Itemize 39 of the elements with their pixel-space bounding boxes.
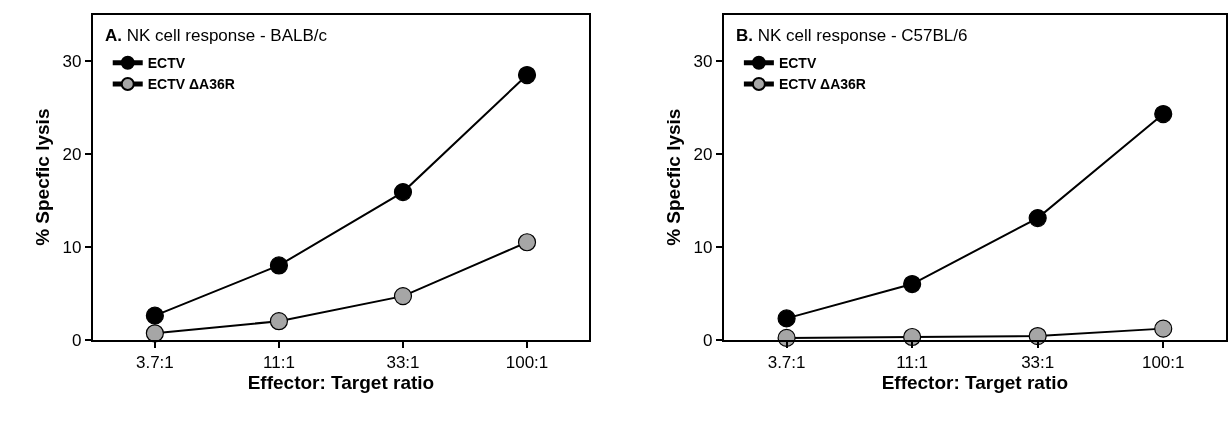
- point: [145, 306, 164, 325]
- y-tick-label: 20: [693, 144, 713, 164]
- point: [145, 324, 164, 343]
- legend-label: ECTV: [147, 55, 186, 72]
- x-tick-label: 3.7:1: [135, 353, 174, 373]
- point: [777, 309, 796, 328]
- y-tick-label: 10: [693, 237, 713, 257]
- text: A. NK cell response - BALB/c: [105, 26, 328, 45]
- point: [269, 312, 289, 331]
- y-tick-label: 30: [62, 52, 82, 72]
- x-axis-title: Effector: Target ratio: [881, 372, 1069, 394]
- x-axis-title: Effector: Target ratio: [247, 372, 435, 394]
- point: [1028, 208, 1047, 228]
- x-tick-label: 100:1: [1141, 353, 1185, 373]
- point: [393, 287, 413, 306]
- y-tick-label: 0: [71, 330, 82, 350]
- x-tick-label: 11:1: [263, 353, 295, 373]
- point: [269, 256, 289, 275]
- legend-label: ECTV: [778, 55, 817, 72]
- x-tick-label: 11:1: [896, 353, 929, 373]
- point: [517, 65, 537, 85]
- point: [903, 274, 922, 294]
- y-tick-label: 20: [62, 144, 82, 164]
- point: [517, 233, 537, 252]
- y-axis-title: % Specfic lysis: [31, 108, 53, 246]
- point: [1154, 319, 1173, 338]
- y-axis-title: % Specfic lysis: [662, 108, 684, 246]
- point: [393, 182, 413, 202]
- legend-label: ECTV ΔA36R: [778, 76, 866, 93]
- x-tick-label: 100:1: [505, 353, 549, 373]
- y-tick-label: 10: [62, 237, 82, 257]
- x-tick-label: 33:1: [386, 353, 420, 373]
- x-tick-label: 3.7:1: [767, 353, 806, 373]
- y-tick-label: 30: [693, 52, 713, 72]
- point: [1154, 104, 1173, 124]
- y-tick-label: 0: [702, 330, 713, 350]
- x-tick-label: 33:1: [1021, 353, 1055, 373]
- legend-label: ECTV ΔA36R: [147, 76, 235, 93]
- text: B. NK cell response - C57BL/6: [736, 26, 968, 45]
